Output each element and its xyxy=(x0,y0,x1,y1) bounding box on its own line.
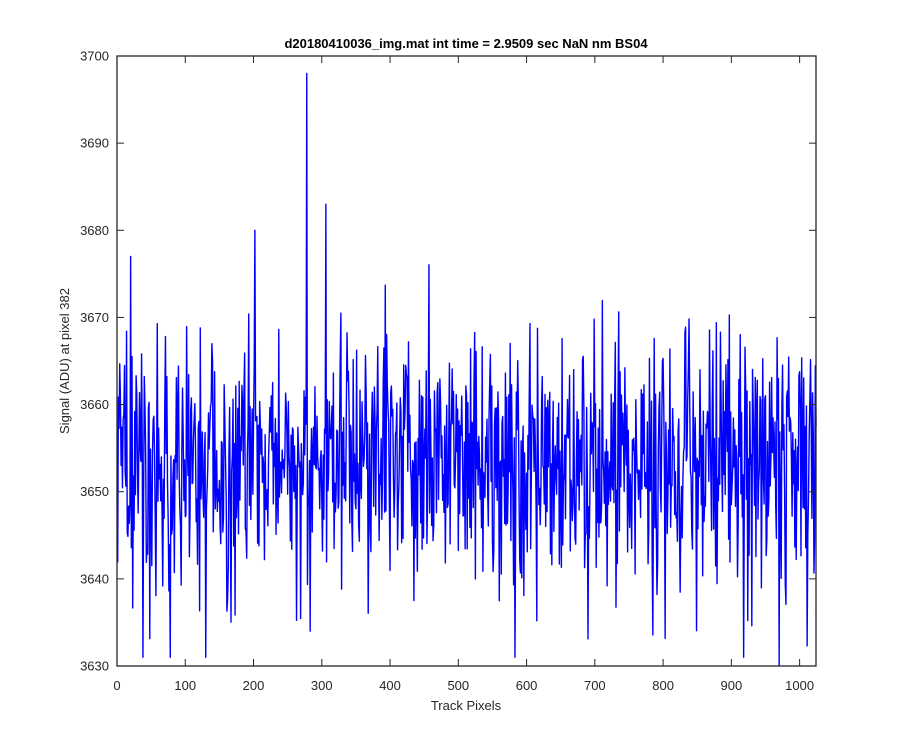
x-tick-label: 500 xyxy=(447,678,469,693)
x-tick-label: 700 xyxy=(584,678,606,693)
y-axis-label: Signal (ADU) at pixel 382 xyxy=(57,288,72,434)
x-tick-label: 400 xyxy=(379,678,401,693)
x-tick-label: 900 xyxy=(721,678,743,693)
series-line-signal xyxy=(116,72,817,667)
series-layer xyxy=(116,72,817,667)
y-tick-label: 3700 xyxy=(80,49,109,64)
y-tick-label: 3640 xyxy=(80,571,109,586)
y-tick-label: 3690 xyxy=(80,136,109,151)
y-tick-label: 3680 xyxy=(80,223,109,238)
x-tick-label: 300 xyxy=(311,678,333,693)
x-axis-label: Track Pixels xyxy=(431,698,502,713)
chart-title: d20180410036_img.mat int time = 2.9509 s… xyxy=(284,36,648,51)
x-tick-label: 800 xyxy=(652,678,674,693)
x-tick-label: 1000 xyxy=(785,678,814,693)
x-tick-label: 600 xyxy=(516,678,538,693)
x-tick-label: 100 xyxy=(174,678,196,693)
y-tick-label: 3650 xyxy=(80,484,109,499)
y-tick-label: 3660 xyxy=(80,397,109,412)
ticks-layer: 0 100 200 300 400 500 600 700 800 900 1000 3630 3640… xyxy=(80,49,816,693)
x-tick-label: 0 xyxy=(113,678,120,693)
y-tick-label: 3670 xyxy=(80,310,109,325)
plot-frame xyxy=(116,55,817,667)
x-tick-label: 200 xyxy=(243,678,265,693)
y-tick-label: 3630 xyxy=(80,659,109,674)
plot-area xyxy=(117,56,816,666)
